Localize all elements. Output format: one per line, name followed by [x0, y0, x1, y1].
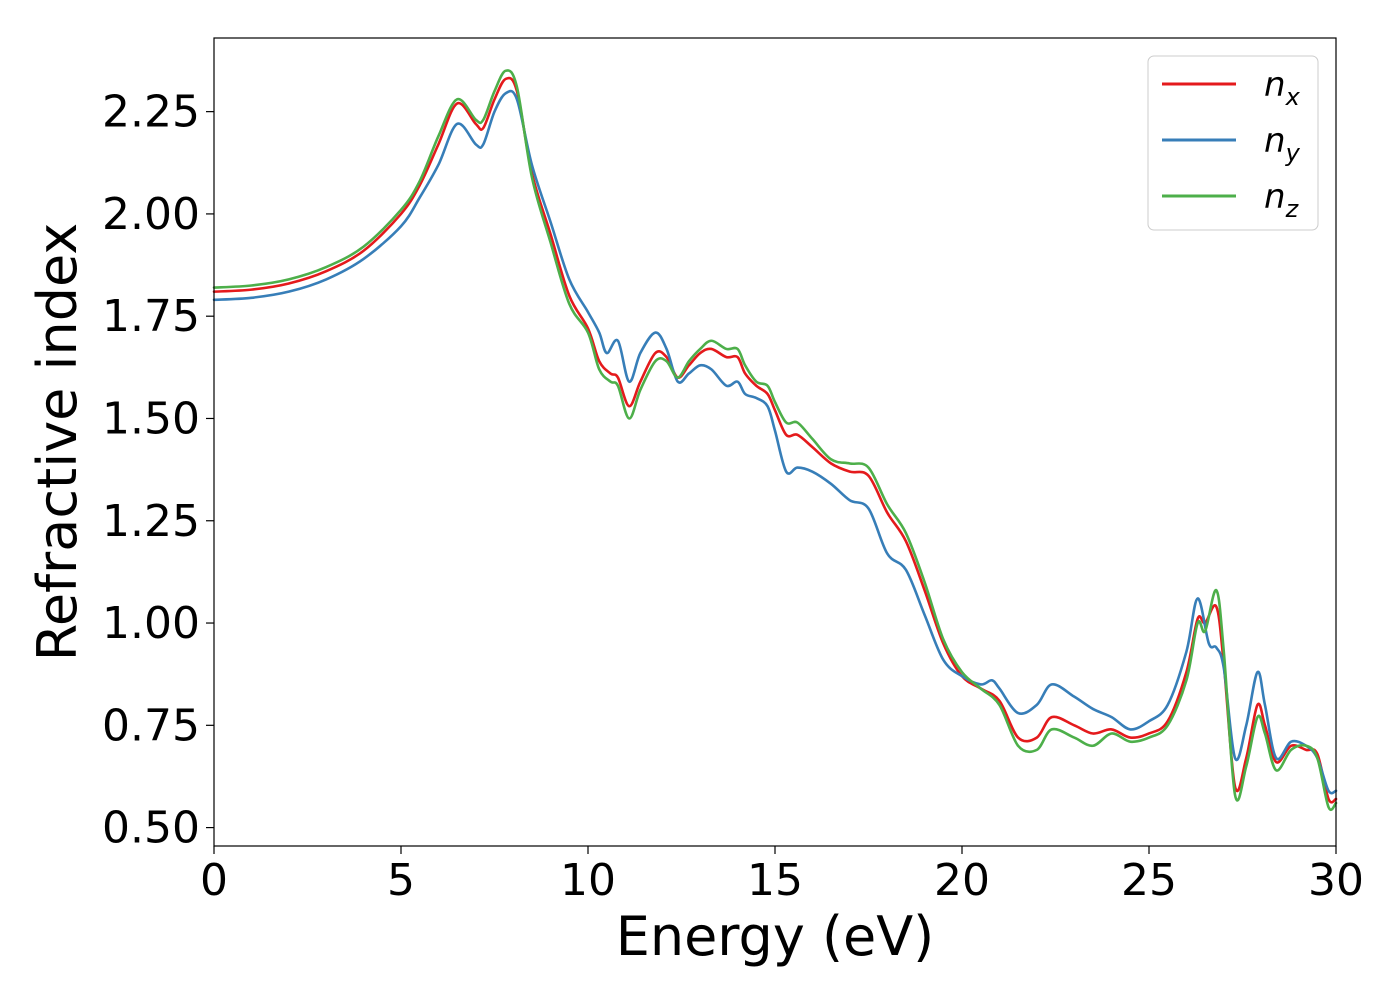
x-axis-ticks: 0 5 10 15 20 25 30 [200, 846, 1364, 906]
legend-label-ny: ny [1264, 121, 1301, 167]
x-tick-label: 10 [560, 855, 616, 906]
y-tick-label: 2.00 [102, 189, 200, 240]
series-layer [212, 69, 1338, 812]
x-tick-label: 0 [200, 855, 228, 906]
x-tick-label: 15 [747, 855, 803, 906]
y-tick-label: 2.25 [102, 87, 200, 138]
x-axis-label: Energy (eV) [616, 905, 935, 968]
y-axis-ticks: 0.50 0.75 1.00 1.25 1.50 1.75 2.00 2.25 [102, 87, 214, 854]
x-tick-label: 5 [387, 855, 415, 906]
x-tick-label: 30 [1308, 855, 1364, 906]
x-tick-label: 20 [934, 855, 990, 906]
y-tick-label: 1.00 [102, 598, 200, 649]
y-tick-label: 0.50 [102, 803, 200, 854]
series-line-nz [212, 69, 1338, 812]
x-tick-label: 25 [1121, 855, 1177, 906]
y-tick-label: 1.75 [102, 291, 200, 342]
legend-box [1147, 55, 1319, 231]
y-tick-label: 0.75 [102, 700, 200, 751]
y-axis-label: Refractive index [26, 223, 89, 662]
y-tick-label: 1.50 [102, 393, 200, 444]
series-line-ny [212, 89, 1338, 795]
y-tick-label: 1.25 [102, 496, 200, 547]
